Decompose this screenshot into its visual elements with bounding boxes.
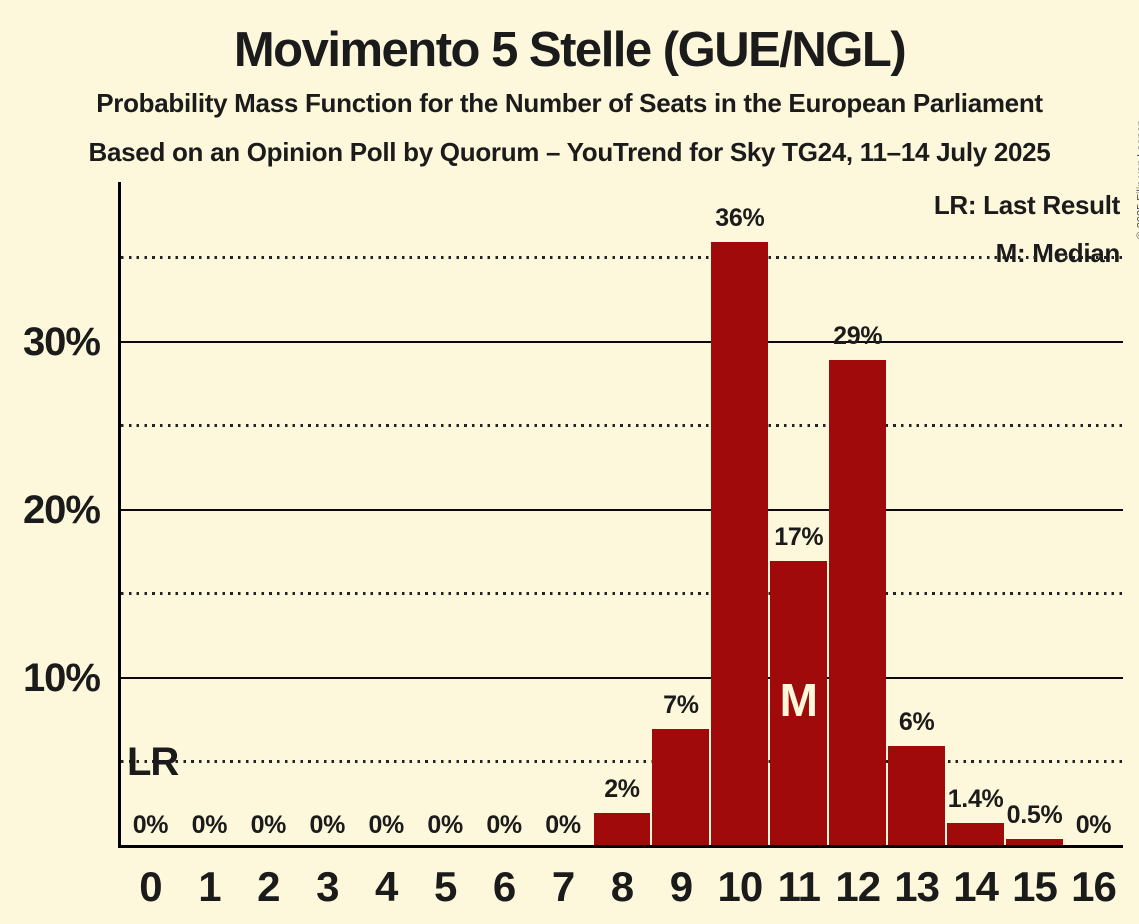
bar-slot-seat-9: 7% [651, 182, 710, 845]
bar-value-label-seat-5: 0% [427, 811, 463, 839]
bar-slot-seat-0: 0% [121, 182, 180, 845]
bar-slot-seat-12: 29% [828, 182, 887, 845]
bar-slot-seat-11: M 17% [769, 182, 828, 845]
y-tick-label-20: 20% [22, 488, 101, 532]
bar-seat-10 [711, 242, 769, 845]
x-tick-label-10: 10 [717, 863, 763, 910]
bar-value-label-seat-4: 0% [368, 811, 404, 839]
bar-slot-seat-13: 6% [887, 182, 946, 845]
x-tick-label-0: 0 [139, 863, 162, 910]
bar-slot-seat-14: 1.4% [946, 182, 1005, 845]
bar-slot-seat-15: 0.5% [1005, 182, 1064, 845]
last-result-marker-label: LR [127, 740, 179, 784]
legend-last-result: LR: Last Result [933, 190, 1120, 220]
bar-seat-15 [1006, 838, 1063, 845]
gridline-dotted-15 [121, 592, 1123, 595]
bar-seat-12 [829, 359, 887, 845]
bar-seat-11: M [770, 561, 828, 845]
x-tick-label-4: 4 [375, 863, 398, 910]
bar-slot-seat-2: 0% [239, 182, 298, 845]
bars-row: 0% 0% 0% 0% 0% 0% 0% 0% 2% 7% 36% M 17% 29% 6% 1.4% 0.5%… [121, 182, 1123, 845]
bar-slot-seat-10: 36% [710, 182, 769, 845]
legend-median: M: Median [995, 238, 1121, 268]
bar-slot-seat-4: 0% [357, 182, 416, 845]
bar-slot-seat-3: 0% [298, 182, 357, 845]
x-tick-label-3: 3 [316, 863, 339, 910]
plot-area: 0% 0% 0% 0% 0% 0% 0% 0% 2% 7% 36% M 17% 29% 6% 1.4% 0.5%… [118, 182, 1123, 848]
bar-value-label-seat-8: 2% [604, 775, 640, 804]
x-tick-label-16: 16 [1071, 863, 1117, 910]
x-tick-label-2: 2 [257, 863, 280, 910]
bar-value-label-seat-16: 0% [1075, 811, 1112, 839]
gridline-solid-30 [121, 341, 1123, 343]
bar-value-label-seat-7: 0% [545, 811, 581, 839]
x-axis-labels: 0 1 2 3 4 5 6 7 8 9 10 11 12 13 14 15 16 [121, 866, 1123, 908]
bar-value-label-seat-3: 0% [309, 811, 346, 839]
bar-value-label-seat-1: 0% [191, 811, 228, 839]
gridline-dotted-35 [121, 256, 1123, 259]
bar-value-label-seat-9: 7% [663, 691, 699, 720]
bar-slot-seat-7: 0% [534, 182, 593, 845]
legend: LR: Last Result M: Median [934, 181, 1120, 277]
bar-value-label-seat-15: 0.5% [1006, 800, 1063, 829]
bar-value-label-seat-13: 6% [898, 708, 935, 737]
bar-seat-14 [947, 823, 1005, 845]
bar-slot-seat-16: 0% [1064, 182, 1123, 845]
copyright-notice: © 2025 Filip van Laenen [1135, 120, 1139, 239]
chart-subtitle: Probability Mass Function for the Number… [96, 88, 1043, 118]
bar-value-label-seat-11: 17% [774, 523, 824, 552]
bar-value-label-seat-2: 0% [250, 811, 287, 839]
x-tick-label-11: 11 [777, 863, 821, 910]
bar-value-label-seat-6: 0% [486, 811, 522, 839]
page-title: Movimento 5 Stelle (GUE/NGL) [233, 23, 907, 77]
x-tick-label-9: 9 [669, 863, 693, 910]
gridline-dotted-25 [121, 424, 1123, 427]
x-tick-label-14: 14 [953, 863, 999, 910]
y-tick-label-30: 30% [22, 320, 101, 364]
x-tick-label-7: 7 [551, 863, 575, 910]
x-tick-label-8: 8 [610, 863, 634, 910]
bar-seat-9 [652, 729, 710, 845]
chart-source-line: Based on an Opinion Poll by Quorum – You… [88, 137, 1051, 167]
bar-slot-seat-6: 0% [475, 182, 534, 845]
bar-seat-8 [593, 813, 651, 845]
gridline-dotted-5 [121, 760, 1123, 763]
x-tick-label-15: 15 [1012, 863, 1058, 910]
median-marker-label: M [779, 674, 818, 726]
x-tick-label-1: 1 [198, 863, 221, 910]
gridline-solid-20 [121, 509, 1123, 511]
bar-seat-13 [888, 746, 946, 845]
x-tick-label-12: 12 [835, 863, 881, 910]
bar-value-label-seat-12: 29% [833, 321, 883, 350]
x-tick-label-13: 13 [894, 863, 940, 910]
bar-value-label-seat-10: 36% [715, 204, 765, 233]
gridline-solid-10 [121, 677, 1123, 679]
bar-slot-seat-1: 0% [180, 182, 239, 845]
bar-slot-seat-8: 2% [593, 182, 652, 845]
y-tick-label-10: 10% [22, 656, 101, 700]
bar-slot-seat-5: 0% [416, 182, 475, 845]
x-tick-label-6: 6 [492, 863, 516, 910]
bar-value-label-seat-14: 1.4% [947, 785, 1004, 814]
bar-value-label-seat-0: 0% [132, 811, 169, 839]
x-tick-label-5: 5 [433, 863, 457, 910]
